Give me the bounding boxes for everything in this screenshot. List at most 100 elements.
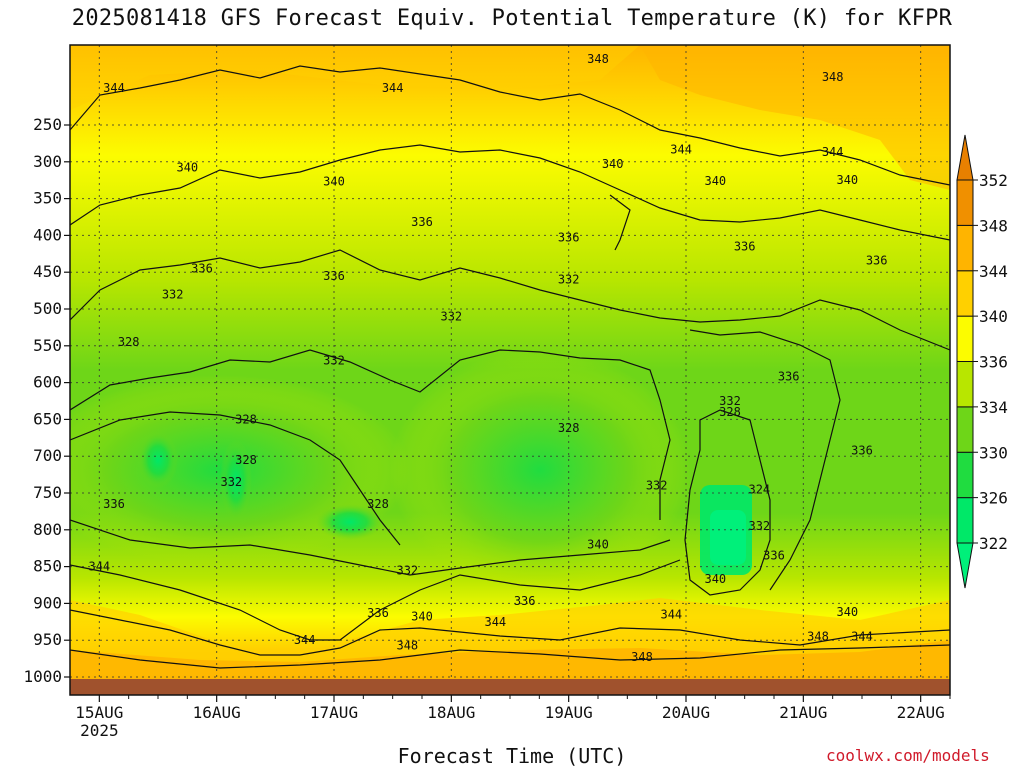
colorbar-top-arrow <box>956 134 974 181</box>
x-tick-label-19AUG: 19AUG <box>545 703 593 722</box>
low-column-20aug-core <box>710 510 746 565</box>
contour-label: 340 <box>323 175 345 189</box>
colorbar-tick-label-348: 348 <box>979 216 1008 235</box>
colorbar-tick-label-336: 336 <box>979 353 1008 372</box>
contour-label: 328 <box>235 412 257 426</box>
y-tick-label-250: 250 <box>33 115 62 134</box>
contour-label: 332 <box>748 519 770 533</box>
contour-label: 328 <box>118 335 140 349</box>
x-axis-label: Forecast Time (UTC) <box>397 744 627 768</box>
contour-label: 344 <box>660 607 682 621</box>
contour-label: 328 <box>367 497 389 511</box>
y-tick-label-450: 450 <box>33 262 62 281</box>
contour-344-upper <box>70 65 950 186</box>
contour-336-upper <box>70 249 950 351</box>
contour-label: 336 <box>558 231 580 245</box>
contour-label: 336 <box>191 262 213 276</box>
contour-label: 332 <box>719 394 741 408</box>
contour-label: 340 <box>836 605 858 619</box>
colorbar-swatch <box>956 270 974 317</box>
contour-label: 336 <box>866 253 888 267</box>
upper-yellow-left <box>70 45 640 110</box>
x-tick-label-22AUG: 22AUG <box>897 703 945 722</box>
contour-336-lower <box>70 559 681 641</box>
low-pocket-17aug <box>316 504 384 540</box>
colorbar-swatch <box>956 224 974 272</box>
y-tick-label-750: 750 <box>33 483 62 502</box>
contour-label: 340 <box>602 157 624 171</box>
contour-332-lower <box>70 519 671 576</box>
contour-340-upper <box>70 144 950 241</box>
contour-label: 328 <box>235 453 257 467</box>
contour-328-left <box>70 411 401 546</box>
contour-label: 336 <box>763 549 785 563</box>
contour-label: 344 <box>103 81 125 95</box>
y-tick-label-700: 700 <box>33 446 62 465</box>
low-pocket-16aug <box>220 440 252 520</box>
colorbar-tick-label-322: 322 <box>979 534 1008 553</box>
contour-label: 324 <box>748 482 770 496</box>
contour-label: 336 <box>411 215 433 229</box>
contour-label: 336 <box>103 497 125 511</box>
y-tick-label-350: 350 <box>33 189 62 208</box>
x-tick-label-17AUG: 17AUG <box>310 703 358 722</box>
y-tick-label-850: 850 <box>33 557 62 576</box>
contour-label: 348 <box>587 52 609 66</box>
contour-label: 332 <box>440 309 462 323</box>
contour-label: 336 <box>367 606 389 620</box>
contour-label: 336 <box>851 443 873 457</box>
colorbar-tick-label-334: 334 <box>979 398 1008 417</box>
credit-link[interactable]: coolwx.com/models <box>826 746 990 765</box>
contour-332-upper <box>70 349 671 520</box>
contour-label: 344 <box>822 145 844 159</box>
y-tick-label-400: 400 <box>33 225 62 244</box>
contour-label: 344 <box>670 142 692 156</box>
contour-340-upper-right <box>609 194 631 251</box>
x-tick-label-15AUG: 15AUG <box>75 703 123 722</box>
contour-label: 336 <box>734 239 756 253</box>
plot-area: 344 344 348 348 344 344 340 340 340 340 340 336 336 3… <box>70 45 950 695</box>
y-tick-label-1000: 1000 <box>23 667 62 686</box>
contours <box>70 65 950 669</box>
contour-label: 332 <box>162 287 184 301</box>
x-tick-label-18AUG: 18AUG <box>427 703 475 722</box>
contour-label: 348 <box>822 70 844 84</box>
contour-label: 340 <box>587 538 609 552</box>
y-tick-label-600: 600 <box>33 373 62 392</box>
contour-332-right <box>684 409 771 596</box>
colorbar-tick-label-344: 344 <box>979 262 1008 281</box>
x-year-label: 2025 <box>80 721 119 740</box>
x-tick-label-21AUG: 21AUG <box>779 703 827 722</box>
colorbar-bottom-arrow <box>956 542 974 589</box>
y-tick-label-950: 950 <box>33 630 62 649</box>
colorbar-swatch <box>956 315 974 362</box>
colorbar-swatch <box>956 179 974 226</box>
y-tick-label-550: 550 <box>33 336 62 355</box>
contour-label: 344 <box>484 615 506 629</box>
ground-terrain <box>70 679 950 695</box>
colorbar-tick-label-352: 352 <box>979 171 1008 190</box>
contour-336-right <box>689 329 841 591</box>
y-tick-label-650: 650 <box>33 409 62 428</box>
colorbar-swatch <box>956 361 974 408</box>
contour-348-lower <box>70 644 950 669</box>
contour-label: 340 <box>411 610 433 624</box>
low-core-center <box>390 350 690 590</box>
contour-label: 348 <box>807 630 829 644</box>
contour-label: 348 <box>631 650 653 664</box>
contour-label: 332 <box>558 273 580 287</box>
contour-label: 340 <box>836 173 858 187</box>
colorbar-swatch <box>956 406 974 453</box>
grid <box>70 45 950 695</box>
colorbar-tick-label-340: 340 <box>979 307 1008 326</box>
y-tick-label-300: 300 <box>33 152 62 171</box>
contour-label: 344 <box>851 630 873 644</box>
contour-label: 340 <box>704 174 726 188</box>
colorbar-tick-label-330: 330 <box>979 443 1008 462</box>
contour-label: 344 <box>88 560 110 574</box>
y-tick-label-900: 900 <box>33 593 62 612</box>
contour-label: 336 <box>778 370 800 384</box>
colorbar-swatch <box>956 451 974 499</box>
